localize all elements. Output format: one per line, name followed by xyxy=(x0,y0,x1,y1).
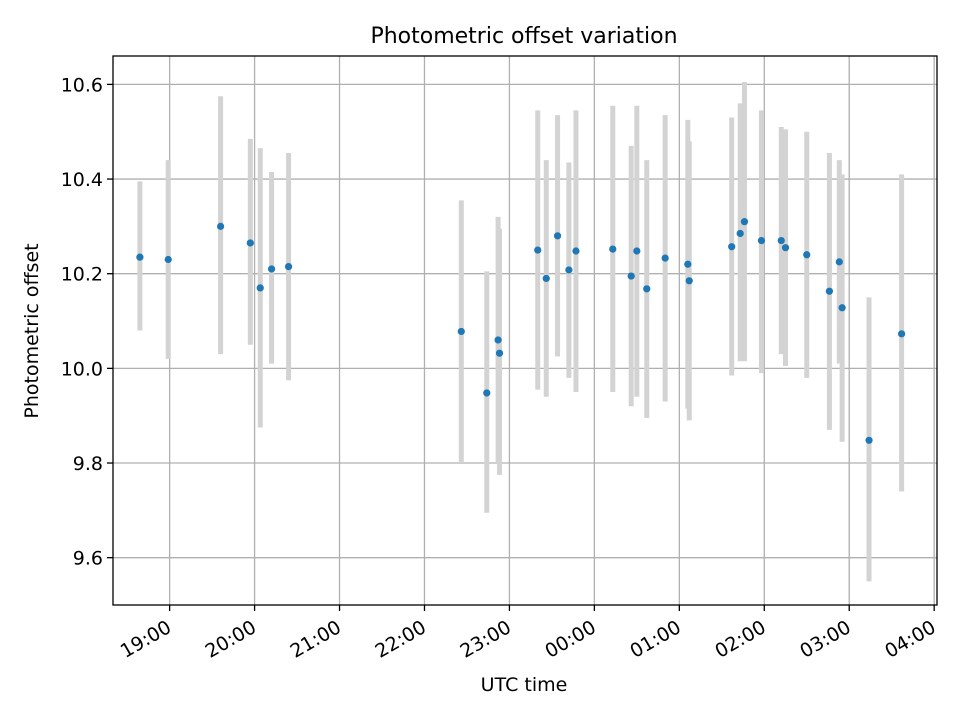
data-point xyxy=(609,245,617,253)
data-point xyxy=(164,255,172,264)
data-point xyxy=(781,244,790,252)
data-point xyxy=(256,284,264,292)
data-point xyxy=(267,265,276,273)
data-point xyxy=(284,263,293,271)
x-axis-label: UTC time xyxy=(481,674,568,696)
x-tick-label: 21:00 xyxy=(287,616,345,662)
data-point xyxy=(740,218,749,226)
data-point xyxy=(627,272,635,280)
data-point xyxy=(136,253,144,261)
data-point xyxy=(825,287,833,295)
data-point xyxy=(803,251,811,259)
x-axis-ticks: 19:00 20:00 21:00 22:00 23:00 00:00 01:00 02:00… xyxy=(117,605,940,663)
data-point xyxy=(736,229,744,238)
data-point xyxy=(898,330,906,338)
data-point xyxy=(643,285,651,293)
data-point xyxy=(838,304,846,312)
x-tick-label: 00:00 xyxy=(541,616,599,662)
data-point xyxy=(495,349,504,357)
data-point xyxy=(494,336,502,344)
chart-title: Photometric offset variation xyxy=(370,24,677,49)
data-point xyxy=(217,222,225,230)
data-point xyxy=(553,232,562,240)
y-tick-label: 10.0 xyxy=(61,358,103,380)
data-point xyxy=(457,327,465,336)
x-tick-label: 04:00 xyxy=(881,616,939,662)
plot-frame xyxy=(112,55,938,606)
y-tick-label: 10.2 xyxy=(61,264,103,286)
data-point xyxy=(685,277,693,285)
grid-lines xyxy=(113,56,937,605)
y-tick-label: 10.4 xyxy=(61,169,103,191)
data-point xyxy=(757,236,766,245)
y-tick-label: 10.6 xyxy=(61,74,103,96)
data-point xyxy=(684,260,692,268)
x-tick-label: 19:00 xyxy=(117,616,175,662)
data-point xyxy=(572,247,580,255)
data-point xyxy=(633,247,641,255)
x-tick-label: 01:00 xyxy=(626,616,684,662)
x-tick-label: 03:00 xyxy=(796,616,854,662)
data-point xyxy=(728,243,736,251)
y-tick-label: 9.6 xyxy=(73,548,103,570)
x-tick-label: 23:00 xyxy=(456,616,514,662)
y-axis-ticks: 9.6 9.8 10.0 10.2 10.4 10.6 xyxy=(61,74,113,570)
data-point xyxy=(246,239,254,247)
data-point xyxy=(835,258,843,266)
y-axis-label: Photometric offset xyxy=(21,243,43,418)
data-point xyxy=(542,274,550,283)
x-tick-label: 02:00 xyxy=(711,616,769,662)
y-tick-label: 9.8 xyxy=(73,453,103,475)
x-tick-label: 20:00 xyxy=(202,616,260,662)
data-point xyxy=(483,389,491,397)
data-point xyxy=(777,236,785,245)
data-point xyxy=(565,266,573,274)
data-point xyxy=(865,436,873,444)
data-points xyxy=(136,218,906,444)
data-point xyxy=(534,246,542,254)
x-tick-label: 22:00 xyxy=(372,616,430,662)
data-point xyxy=(661,254,669,262)
